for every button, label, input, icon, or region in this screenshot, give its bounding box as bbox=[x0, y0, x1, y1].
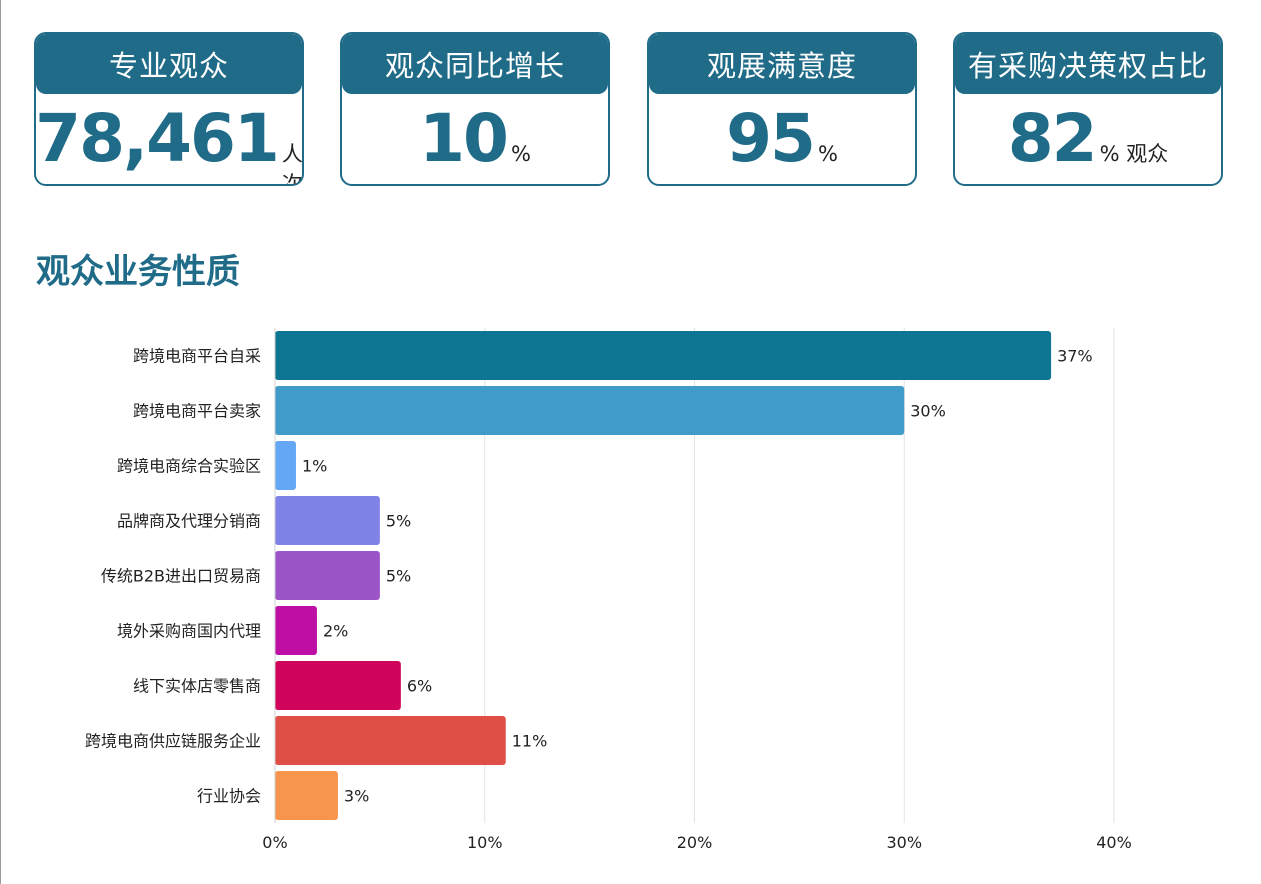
kpi-card-professional-visitors: 专业观众 78,461 人次 bbox=[34, 32, 304, 186]
category-label: 行业协会 bbox=[197, 787, 261, 806]
category-label: 跨境电商供应链服务企业 bbox=[85, 732, 261, 751]
category-label: 跨境电商平台卖家 bbox=[133, 402, 261, 421]
kpi-card-satisfaction: 观展满意度 95% bbox=[647, 32, 917, 186]
left-border-line bbox=[0, 0, 1, 884]
category-label: 线下实体店零售商 bbox=[133, 677, 261, 696]
kpi-card-value: 78,461 bbox=[35, 100, 280, 177]
category-label: 跨境电商平台自采 bbox=[133, 347, 261, 366]
bar bbox=[275, 771, 338, 820]
bar bbox=[275, 496, 380, 545]
bar bbox=[275, 551, 380, 600]
bar bbox=[275, 441, 296, 490]
kpi-card-body: 82% 观众 bbox=[955, 94, 1221, 184]
bar bbox=[275, 716, 506, 765]
value-label: 11% bbox=[512, 732, 548, 751]
category-label: 品牌商及代理分销商 bbox=[117, 512, 261, 531]
kpi-card-purchase-authority: 有采购决策权占比 82% 观众 bbox=[953, 32, 1223, 186]
x-tick-label: 40% bbox=[1096, 833, 1132, 852]
bar bbox=[275, 606, 317, 655]
kpi-card-value: 82 bbox=[1007, 100, 1098, 177]
x-tick-label: 30% bbox=[886, 833, 922, 852]
value-label: 3% bbox=[344, 787, 369, 806]
value-label: 37% bbox=[1057, 347, 1093, 366]
kpi-card-body: 78,461 人次 bbox=[36, 94, 302, 184]
kpi-card-visitor-growth: 观众同比增长 10% bbox=[340, 32, 610, 186]
kpi-card-unit: % bbox=[510, 142, 531, 166]
value-label: 5% bbox=[386, 512, 411, 531]
value-label: 5% bbox=[386, 567, 411, 586]
value-label: 2% bbox=[323, 622, 348, 641]
kpi-card-title: 观展满意度 bbox=[649, 34, 915, 94]
bar bbox=[275, 331, 1052, 380]
section-title: 观众业务性质 bbox=[36, 252, 240, 292]
kpi-card-title: 观众同比增长 bbox=[342, 34, 608, 94]
value-label: 1% bbox=[302, 457, 327, 476]
kpi-card-unit: % bbox=[817, 142, 838, 166]
category-label: 跨境电商综合实验区 bbox=[117, 457, 261, 476]
kpi-card-value: 95 bbox=[726, 100, 816, 177]
x-tick-label: 0% bbox=[262, 833, 287, 852]
value-label: 30% bbox=[910, 402, 946, 421]
category-label: 传统B2B进出口贸易商 bbox=[101, 567, 261, 586]
bar bbox=[275, 661, 401, 710]
kpi-card-unit: 人次 bbox=[281, 142, 303, 186]
value-label: 6% bbox=[407, 677, 432, 696]
kpi-card-unit: % 观众 bbox=[1099, 142, 1169, 166]
kpi-card-body: 10% bbox=[342, 94, 608, 184]
category-label: 境外采购商国内代理 bbox=[117, 622, 261, 641]
x-tick-label: 20% bbox=[677, 833, 713, 852]
bar bbox=[275, 386, 905, 435]
kpi-card-value: 10 bbox=[419, 100, 509, 177]
kpi-card-title: 有采购决策权占比 bbox=[955, 34, 1221, 94]
kpi-card-body: 95% bbox=[649, 94, 915, 184]
kpi-card-title: 专业观众 bbox=[36, 34, 302, 94]
x-tick-label: 10% bbox=[467, 833, 503, 852]
business-nature-bar-chart: 0% 10% 20% 30% 40% 跨境电商平台自采 37% 跨境电商平台卖家 30% 跨境电商… bbox=[85, 328, 1132, 852]
